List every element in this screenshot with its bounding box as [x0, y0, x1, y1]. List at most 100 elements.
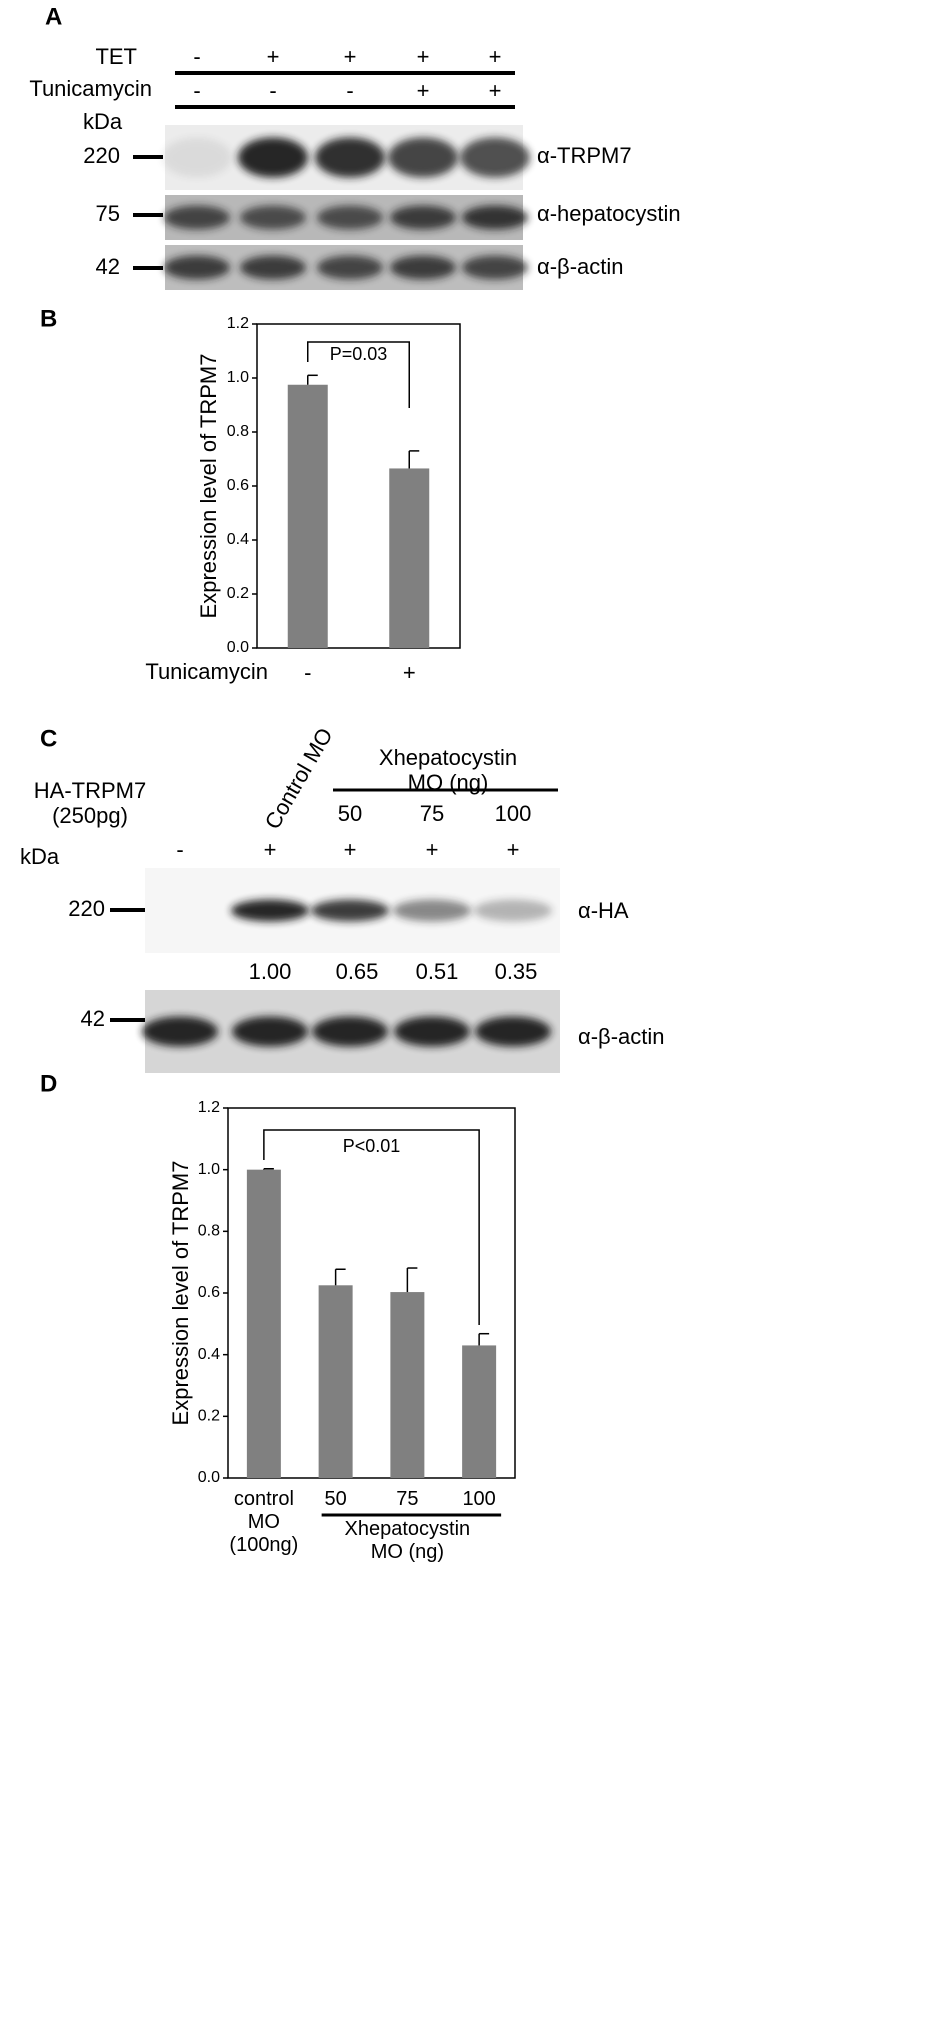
band — [394, 1016, 470, 1047]
y-tick-label: 0.0 — [198, 1469, 220, 1486]
marker-label: 42 — [96, 254, 120, 279]
antibody-label: α-HA — [578, 898, 629, 923]
group-label: Xhepatocystin MO (ng) — [378, 745, 518, 796]
condition-sign: + — [426, 837, 439, 862]
x-tick-label: 50 — [324, 1488, 347, 1510]
marker-label: 220 — [68, 896, 105, 921]
band — [393, 899, 471, 922]
antibody-label: α-β-actin — [578, 1024, 665, 1049]
y-tick-label: 1.2 — [198, 1099, 220, 1116]
band — [317, 205, 383, 230]
quantification: 0.65 — [336, 959, 379, 984]
quantification: 0.51 — [416, 959, 459, 984]
condition-sign: + — [267, 44, 280, 69]
band — [231, 899, 309, 922]
y-tick-label: 0.2 — [198, 1408, 220, 1425]
antibody-label: α-β-actin — [537, 254, 624, 279]
group-label: Xhepatocystin MO (ng) — [344, 1518, 471, 1563]
y-tick-label: 0.8 — [227, 423, 249, 440]
band — [315, 137, 385, 178]
band — [474, 899, 552, 922]
annotation: P=0.03 — [330, 344, 388, 364]
unit-label: kDa — [20, 844, 60, 869]
antibody-label: α-hepatocystin — [537, 201, 681, 226]
annotation: P<0.01 — [343, 1136, 401, 1156]
y-axis-label: Expression level of TRPM7 — [196, 354, 221, 619]
bar — [389, 468, 430, 648]
quantification: 0.35 — [495, 959, 538, 984]
bar — [462, 1345, 497, 1478]
y-tick-label: 1.2 — [227, 315, 249, 332]
condition-sign: + — [344, 837, 357, 862]
condition-sign: + — [264, 837, 277, 862]
band — [462, 255, 528, 280]
antibody-label: α-TRPM7 — [537, 143, 632, 168]
band — [460, 137, 530, 178]
bar — [390, 1292, 425, 1478]
band — [232, 1016, 308, 1047]
significance-bracket — [307, 341, 410, 408]
condition-name: Tunicamycin — [29, 76, 152, 101]
condition-sign: - — [193, 78, 200, 103]
band — [462, 205, 528, 230]
control-label: Control MO — [260, 723, 338, 833]
condition-sign: + — [489, 78, 502, 103]
band — [312, 1016, 388, 1047]
error-bar — [406, 1267, 418, 1293]
bar — [318, 1285, 353, 1478]
x-tick-label: - — [304, 660, 312, 685]
condition-sign: - — [193, 44, 200, 69]
quantification: 1.00 — [249, 959, 292, 984]
band — [475, 1016, 551, 1047]
condition-sign: - — [346, 78, 353, 103]
x-tick-label: control MO (100ng) — [229, 1488, 299, 1556]
plot-frame — [256, 323, 461, 649]
x-axis-label: Tunicamycin — [145, 659, 268, 684]
error-bar — [334, 1268, 346, 1286]
band — [240, 205, 306, 230]
y-tick-label: 0.4 — [198, 1346, 220, 1363]
error-bar — [478, 1332, 490, 1346]
condition-sign: - — [269, 78, 276, 103]
y-tick-label: 0.4 — [227, 531, 249, 548]
y-tick-label: 0.6 — [227, 477, 249, 494]
condition-sign: + — [489, 44, 502, 69]
panel-label: B — [40, 305, 57, 332]
x-tick-label: 100 — [462, 1488, 496, 1510]
band — [388, 137, 458, 178]
band — [240, 255, 306, 280]
bar — [246, 1169, 281, 1478]
band — [390, 205, 456, 230]
band — [317, 255, 383, 280]
condition-sign: - — [176, 837, 183, 862]
condition-sign: + — [507, 837, 520, 862]
band — [164, 205, 230, 230]
x-tick-label: 75 — [396, 1488, 419, 1510]
marker-label: 42 — [81, 1006, 105, 1031]
condition-sign: + — [417, 78, 430, 103]
marker-label: 75 — [96, 201, 120, 226]
y-axis-label: Expression level of TRPM7 — [168, 1161, 193, 1426]
bar — [287, 384, 328, 648]
error-bar — [263, 1167, 274, 1170]
band — [162, 137, 232, 178]
panel-label: C — [40, 725, 57, 752]
y-tick-label: 1.0 — [198, 1161, 220, 1178]
unit-label: kDa — [83, 109, 123, 134]
y-tick-label: 0.6 — [198, 1284, 220, 1301]
y-tick-label: 1.0 — [227, 369, 249, 386]
y-tick-label: 0.8 — [198, 1223, 220, 1240]
condition-sign: + — [417, 44, 430, 69]
panel-label: A — [45, 3, 62, 30]
dose-label: 50 — [338, 801, 362, 826]
band — [142, 1016, 218, 1047]
y-tick-label: 0.0 — [227, 639, 249, 656]
x-tick-label: + — [402, 660, 416, 685]
band — [238, 137, 308, 178]
significance-bracket — [263, 1129, 480, 1325]
y-tick-label: 0.2 — [227, 585, 249, 602]
band — [311, 899, 389, 922]
dose-label: 100 — [495, 801, 532, 826]
